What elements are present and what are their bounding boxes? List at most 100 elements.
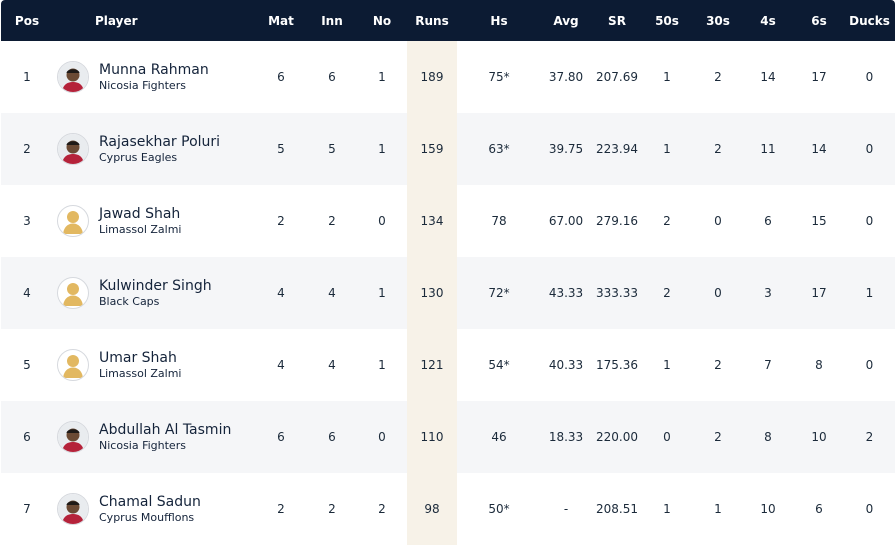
table-row[interactable]: 6 6 6 0 110 46 18.33 220.00 0 2 8 10 2 Abdullah Al Ta… — [1, 401, 895, 473]
player-name[interactable]: Rajasekhar Poluri — [99, 134, 221, 150]
player-team: Nicosia Fighters — [99, 79, 186, 92]
header-6s[interactable]: 6s — [811, 13, 827, 28]
player-cell[interactable]: Munna Rahman Nicosia Fighters — [57, 41, 257, 113]
table-row[interactable]: 1 6 6 1 189 75* 37.80 207.69 1 2 14 17 0 Munna Rahman… — [1, 41, 895, 113]
player-name[interactable]: Chamal Sadun — [99, 494, 201, 510]
fifties-cell: 0 — [663, 430, 671, 444]
header-hs[interactable]: Hs — [490, 13, 508, 28]
player-cell[interactable]: Umar Shah Limassol Zalmi — [57, 329, 257, 401]
table-row[interactable]: 7 2 2 2 98 50* - 208.51 1 1 10 6 0 Chamal Sadun Cyprus… — [1, 473, 895, 545]
table-header: Pos Player Mat Inn No Runs Hs Avg SR 50s… — [1, 0, 895, 41]
thirties-cell: 2 — [714, 358, 722, 372]
pos-cell: 6 — [23, 430, 31, 444]
highest-score-cell: 78 — [491, 214, 507, 228]
strike-rate-cell: 208.51 — [596, 502, 638, 516]
player-name[interactable]: Abdullah Al Tasmin — [99, 422, 232, 438]
mat-cell: 2 — [277, 214, 285, 228]
average-cell: 43.33 — [548, 286, 584, 300]
player-name[interactable]: Umar Shah — [99, 350, 177, 366]
player-cell[interactable]: Kulwinder Singh Black Caps — [57, 257, 257, 329]
ducks-cell: 0 — [865, 502, 874, 516]
pos-cell: 5 — [23, 358, 31, 372]
avatar — [57, 493, 89, 525]
runs-cell: 110 — [407, 401, 457, 473]
avatar — [57, 133, 89, 165]
ducks-cell: 0 — [865, 214, 874, 228]
strike-rate-cell: 207.69 — [596, 70, 638, 84]
player-name[interactable]: Jawad Shah — [99, 206, 181, 222]
thirties-cell: 2 — [714, 142, 722, 156]
strike-rate-cell: 223.94 — [596, 142, 638, 156]
thirties-cell: 0 — [714, 286, 722, 300]
highest-score-cell: 75* — [488, 70, 510, 84]
sixes-cell: 17 — [811, 70, 827, 84]
not-out-cell: 1 — [378, 358, 386, 372]
runs-cell: 130 — [407, 257, 457, 329]
fours-cell: 6 — [764, 214, 772, 228]
table-row[interactable]: 4 4 4 1 130 72* 43.33 333.33 2 0 3 17 1 Kulwinder Sin… — [1, 257, 895, 329]
not-out-cell: 1 — [378, 286, 386, 300]
average-cell: 18.33 — [548, 430, 584, 444]
player-team: Limassol Zalmi — [99, 223, 182, 236]
player-name[interactable]: Kulwinder Singh — [99, 278, 212, 294]
not-out-cell: 2 — [378, 502, 386, 516]
average-cell: 39.75 — [548, 142, 584, 156]
player-team: Cyprus Eagles — [99, 151, 178, 164]
header-ducks[interactable]: Ducks — [849, 13, 890, 28]
player-info: Abdullah Al Tasmin Nicosia Fighters — [99, 421, 231, 453]
player-cell[interactable]: Abdullah Al Tasmin Nicosia Fighters — [57, 401, 257, 473]
strike-rate-cell: 220.00 — [596, 430, 638, 444]
inn-cell: 5 — [328, 142, 336, 156]
ducks-cell: 0 — [865, 358, 874, 372]
player-cell[interactable]: Jawad Shah Limassol Zalmi — [57, 185, 257, 257]
fifties-cell: 2 — [663, 286, 671, 300]
header-4s[interactable]: 4s — [760, 13, 776, 28]
player-cell[interactable]: Chamal Sadun Cyprus Moufflons — [57, 473, 257, 545]
strike-rate-cell: 333.33 — [596, 286, 638, 300]
table-row[interactable]: 2 5 5 1 159 63* 39.75 223.94 1 2 11 14 0 Rajasekhar P… — [1, 113, 895, 185]
player-info: Kulwinder Singh Black Caps — [99, 277, 212, 309]
player-team: Nicosia Fighters — [99, 439, 186, 452]
header-inn[interactable]: Inn — [321, 13, 343, 28]
player-info: Jawad Shah Limassol Zalmi — [99, 205, 182, 237]
highest-score-cell: 63* — [488, 142, 510, 156]
avatar-placeholder-icon — [57, 205, 89, 237]
pos-cell: 2 — [23, 142, 31, 156]
table-row[interactable]: 3 2 2 0 134 78 67.00 279.16 2 0 6 15 0 Jawad Shah Lima… — [1, 185, 895, 257]
header-avg[interactable]: Avg — [553, 13, 579, 28]
ducks-cell: 0 — [865, 142, 874, 156]
header-mat[interactable]: Mat — [268, 13, 294, 28]
runs-cell: 159 — [407, 113, 457, 185]
table-row[interactable]: 5 4 4 1 121 54* 40.33 175.36 1 2 7 8 0 Umar Shah Limas… — [1, 329, 895, 401]
player-info: Munna Rahman Nicosia Fighters — [99, 61, 209, 93]
header-sr[interactable]: SR — [608, 13, 626, 28]
avatar-placeholder-icon — [57, 349, 89, 381]
not-out-cell: 0 — [378, 430, 386, 444]
header-30s[interactable]: 30s — [706, 13, 730, 28]
player-team: Limassol Zalmi — [99, 367, 182, 380]
mat-cell: 6 — [277, 70, 285, 84]
avatar — [57, 421, 89, 453]
fifties-cell: 1 — [663, 70, 671, 84]
pos-cell: 7 — [23, 502, 31, 516]
highest-score-cell: 72* — [488, 286, 510, 300]
inn-cell: 2 — [328, 502, 336, 516]
player-team: Black Caps — [99, 295, 160, 308]
header-runs[interactable]: Runs — [407, 0, 457, 41]
header-no[interactable]: No — [372, 13, 392, 28]
sixes-cell: 14 — [811, 142, 827, 156]
fours-cell: 14 — [760, 70, 776, 84]
header-pos[interactable]: Pos — [14, 13, 40, 28]
mat-cell: 5 — [277, 142, 285, 156]
player-team: Cyprus Moufflons — [99, 511, 195, 524]
player-name[interactable]: Munna Rahman — [99, 62, 209, 78]
header-player[interactable]: Player — [95, 13, 138, 28]
player-cell[interactable]: Rajasekhar Poluri Cyprus Eagles — [57, 113, 257, 185]
average-cell: - — [563, 502, 569, 516]
inn-cell: 2 — [328, 214, 336, 228]
runs-cell: 121 — [407, 329, 457, 401]
header-50s[interactable]: 50s — [655, 13, 679, 28]
not-out-cell: 0 — [378, 214, 386, 228]
inn-cell: 4 — [328, 286, 336, 300]
